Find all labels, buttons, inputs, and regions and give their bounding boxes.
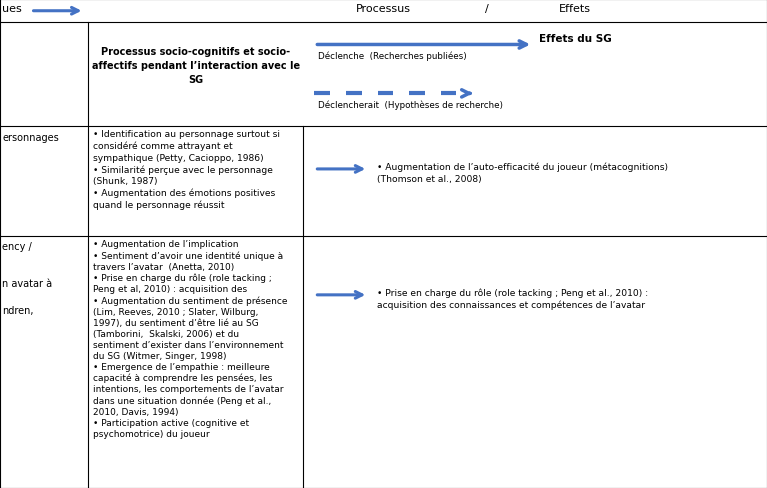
Text: • Augmentation de l’implication
• Sentiment d’avoir une identité unique à
traver: • Augmentation de l’implication • Sentim… xyxy=(93,240,288,438)
Text: Processus socio-cognitifs et socio-
affectifs pendant l’interaction avec le
SG: Processus socio-cognitifs et socio- affe… xyxy=(91,46,300,84)
Text: • Prise en charge du rôle (role tacking ; Peng et al., 2010) :
acquisition des c: • Prise en charge du rôle (role tacking … xyxy=(377,288,648,309)
Text: n avatar à: n avatar à xyxy=(2,278,52,288)
Text: Processus: Processus xyxy=(356,4,411,14)
Text: Déclencherait  (Hypothèses de recherche): Déclencherait (Hypothèses de recherche) xyxy=(318,100,503,109)
Text: Effets du SG: Effets du SG xyxy=(539,34,612,43)
Text: ues: ues xyxy=(2,4,22,14)
Text: ency /: ency / xyxy=(2,242,32,251)
Text: • Identification au personnage surtout si
considéré comme attrayant et
sympathiq: • Identification au personnage surtout s… xyxy=(93,130,280,210)
Text: Effets: Effets xyxy=(559,4,591,14)
Text: • Augmentation de l’auto-efficacité du joueur (métacognitions)
(Thomson et al., : • Augmentation de l’auto-efficacité du j… xyxy=(377,162,668,183)
Text: /: / xyxy=(486,4,489,14)
Text: ndren,: ndren, xyxy=(2,305,34,315)
Text: ersonnages: ersonnages xyxy=(2,133,59,142)
Text: Déclenche  (Recherches publiées): Déclenche (Recherches publiées) xyxy=(318,51,467,61)
